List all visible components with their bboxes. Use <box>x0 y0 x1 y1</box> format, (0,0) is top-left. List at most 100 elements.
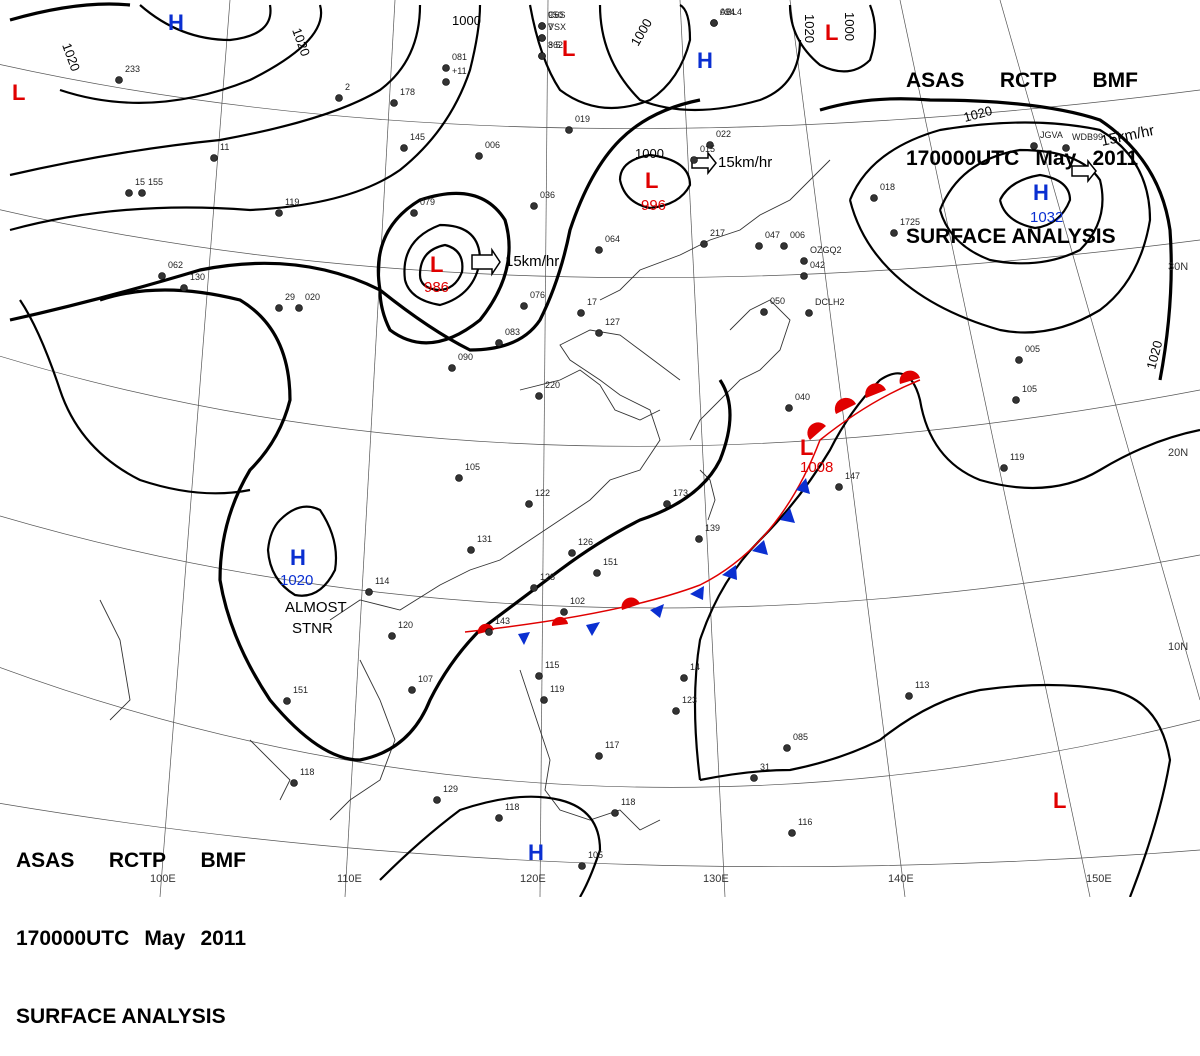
station-circle <box>672 707 680 715</box>
station-plot: 126 <box>568 537 593 557</box>
station-circle <box>663 500 671 508</box>
station-plot: DCLH2 <box>805 297 845 317</box>
header-line-2: 170000UTC May 2011 <box>16 927 246 950</box>
longitude-lines <box>159 0 1200 897</box>
station-value: +11 <box>452 66 467 76</box>
low-symbol: L <box>800 435 813 460</box>
station-value: 118 <box>621 797 635 807</box>
low-symbol: L <box>430 252 443 277</box>
station-circle <box>433 796 441 804</box>
station-value: 005 <box>1025 344 1040 354</box>
station-plot: 122 <box>525 488 550 508</box>
station-circle <box>388 632 396 640</box>
station-plot: 076 <box>520 290 545 310</box>
station-circle <box>115 76 123 84</box>
station-plot: 020 <box>295 292 320 312</box>
station-plot: 151 <box>593 557 618 577</box>
station-value: 29 <box>285 292 295 302</box>
low-value: 996 <box>641 197 666 214</box>
station-value: 119 <box>1010 452 1024 462</box>
station-value: 7 <box>548 22 553 32</box>
station-value: 128 <box>540 572 555 582</box>
station-plot: VSX <box>538 22 566 42</box>
station-circle <box>710 19 718 27</box>
station-circle <box>495 339 503 347</box>
station-circle <box>805 309 813 317</box>
high-symbol: H <box>1033 180 1049 205</box>
station-circle <box>442 78 450 86</box>
station-plot: 107 <box>408 674 433 694</box>
station-plot: 155 <box>138 177 163 197</box>
station-circle <box>283 697 291 705</box>
high-value: 1020 <box>280 572 313 589</box>
station-plot: 036 <box>530 190 555 210</box>
station-plot: 120 <box>388 620 413 640</box>
station-plot: 173 <box>663 488 688 508</box>
station-plot: 114 <box>365 576 389 596</box>
station-plot: 102 <box>560 596 585 616</box>
station-plot: 139 <box>695 523 720 543</box>
station-circle <box>295 304 303 312</box>
station-circle <box>1062 144 1070 152</box>
station-circle <box>125 189 133 197</box>
station-plot: 129 <box>433 784 458 804</box>
station-plot: +11 <box>442 66 467 86</box>
station-value: 019 <box>575 114 590 124</box>
station-circle <box>467 546 475 554</box>
station-plot: ABL4 <box>710 7 742 27</box>
surface-analysis-map: 100E 110E 120E 130E 140E 150E 30N 20N 10… <box>0 0 1200 897</box>
chart-header-bottom-left: ASAS RCTP BMF 170000UTC May 2011 SURFACE ANA… <box>16 796 246 1056</box>
station-plot: 062 <box>158 260 183 280</box>
station-circle <box>455 474 463 482</box>
station-value: 217 <box>710 228 725 238</box>
station-value: 147 <box>845 471 860 481</box>
station-value: 119 <box>285 197 299 207</box>
station-circle <box>680 674 688 682</box>
station-circle <box>275 209 283 217</box>
station-plot: C6S <box>538 10 566 30</box>
high-symbol: H <box>168 10 184 35</box>
lon-label: 130E <box>703 873 729 885</box>
station-value: 042 <box>810 260 825 270</box>
station-plot: 050 <box>760 296 785 316</box>
grid-labels: 100E 110E 120E 130E 140E 150E 30N 20N 10… <box>150 261 1188 885</box>
station-value: 022 <box>716 129 731 139</box>
station-value: DCLH2 <box>815 297 845 307</box>
station-value: 102 <box>570 596 585 606</box>
station-value: 118 <box>505 802 519 812</box>
motion-label: 15km/hr <box>505 253 559 270</box>
station-circle <box>700 240 708 248</box>
station-circle <box>495 814 503 822</box>
station-plot: 115 <box>535 660 559 680</box>
station-value: 14 <box>690 662 700 672</box>
station-circle <box>560 608 568 616</box>
station-plot: 130 <box>180 272 205 292</box>
high-symbol: H <box>290 545 306 570</box>
station-circle <box>520 302 528 310</box>
station-value: 116 <box>798 817 812 827</box>
chart-header-top-right: ASAS RCTP BMF 170000UTC May 2011 SURFACE ANA… <box>906 16 1138 276</box>
station-plot: 040 <box>785 392 810 412</box>
station-circle <box>138 189 146 197</box>
station-value: 123 <box>682 695 697 705</box>
station-plot: 018 <box>870 182 895 202</box>
station-plot: 042 <box>800 260 825 280</box>
station-value: 11 <box>220 142 229 152</box>
station-circle <box>565 126 573 134</box>
station-plot: 1725 <box>890 217 920 237</box>
station-plot: 131 <box>467 534 492 554</box>
station-value: 178 <box>400 87 415 97</box>
isobars <box>9 2 1200 897</box>
station-plot: 105 <box>1012 384 1037 404</box>
note-line: ALMOST <box>285 599 347 616</box>
station-value: 130 <box>190 272 205 282</box>
stationary-front <box>464 379 921 633</box>
station-plot: 11 <box>210 142 229 162</box>
station-plot: 119 <box>540 684 564 704</box>
station-value: 006 <box>485 140 500 150</box>
station-circle <box>1015 356 1023 364</box>
station-value: 2 <box>345 82 350 92</box>
station-value: 050 <box>770 296 785 306</box>
header-line-1: ASAS RCTP BMF <box>16 849 246 872</box>
station-value: 115 <box>545 660 559 670</box>
